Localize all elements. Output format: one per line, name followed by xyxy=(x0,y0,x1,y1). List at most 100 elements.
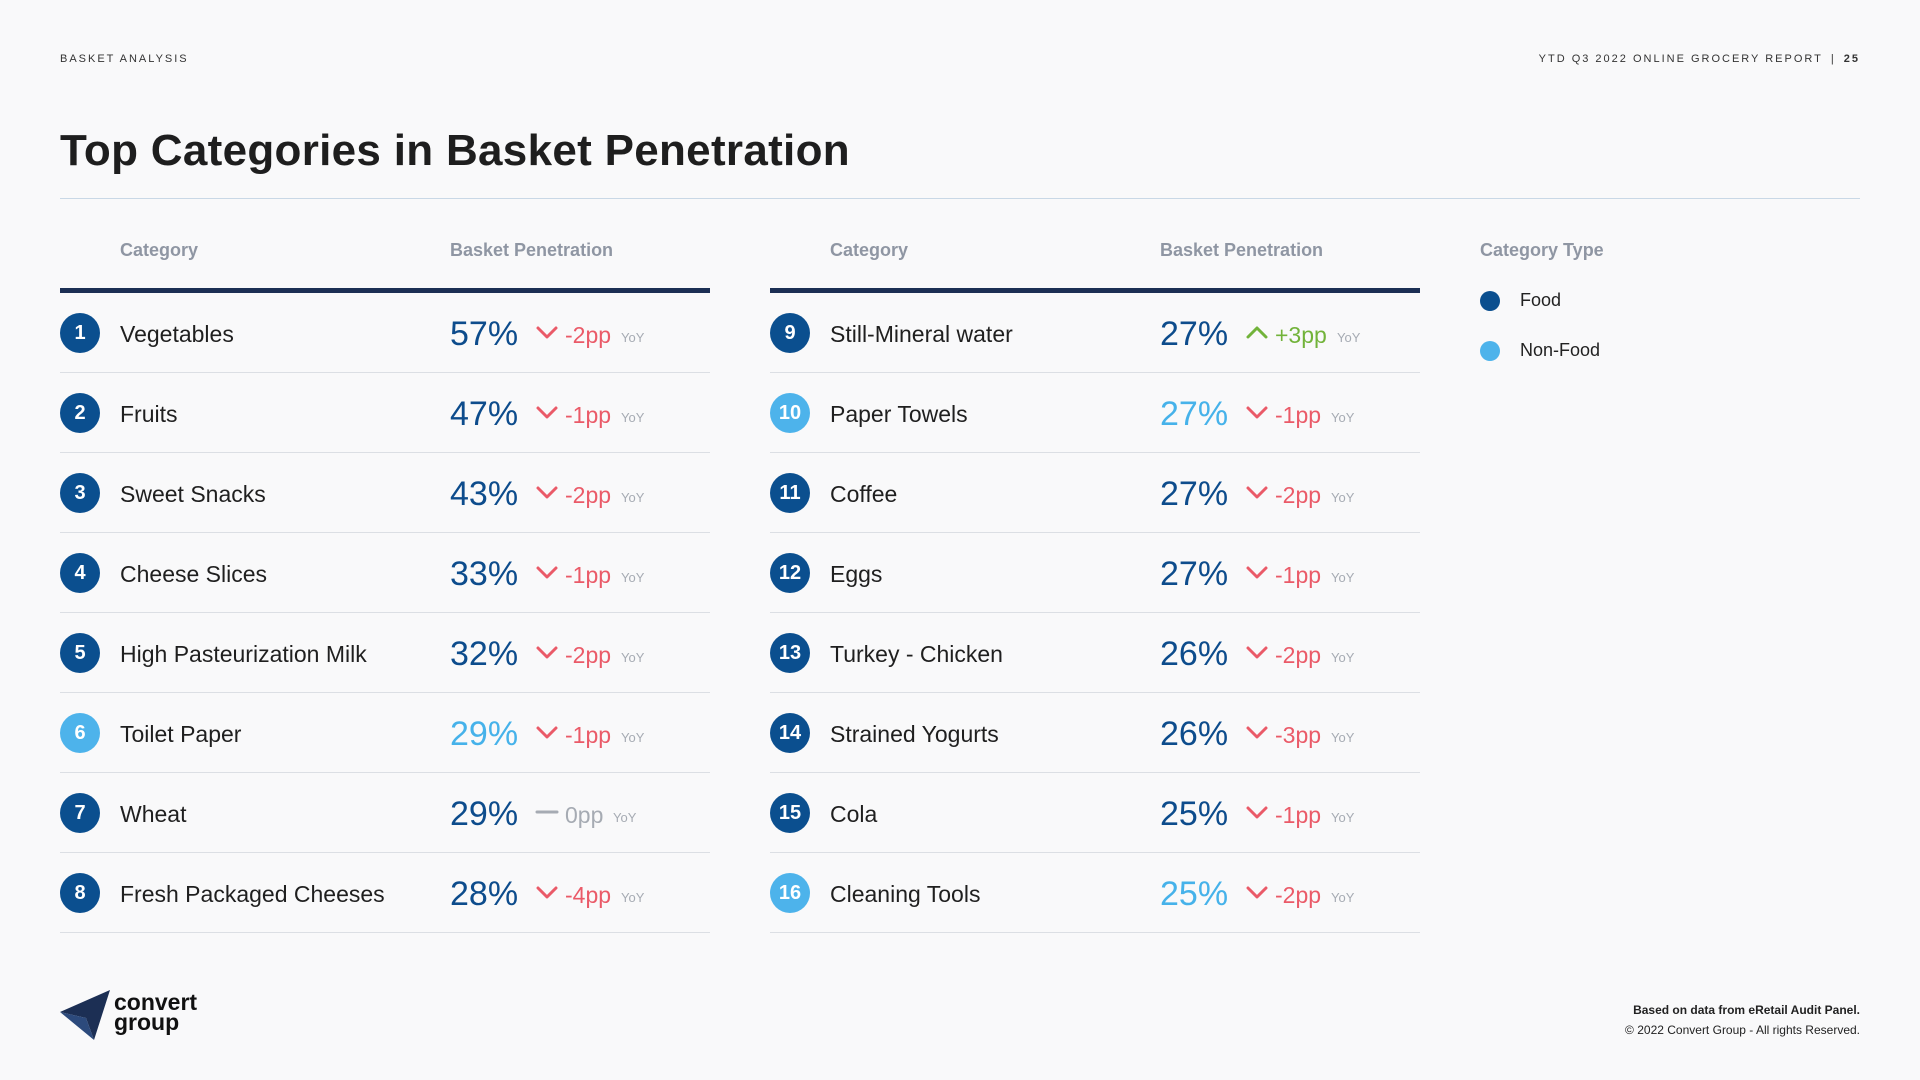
column-header-penetration: Basket Penetration xyxy=(450,240,614,260)
rank-badge: 11 xyxy=(770,473,810,513)
rank-badge: 7 xyxy=(60,793,100,833)
chevron-down-icon xyxy=(1246,806,1268,819)
category-name: Cheese Slices xyxy=(120,561,268,587)
legend-label-nonfood: Non-Food xyxy=(1520,340,1601,360)
rank-badge: 8 xyxy=(60,873,100,913)
yoy-change: -1pp xyxy=(1275,562,1322,588)
yoy-label: YoY xyxy=(1331,490,1355,505)
chevron-down-icon xyxy=(536,326,558,339)
table-row: 4 Cheese Slices 33% -1pp YoY xyxy=(60,533,710,613)
penetration-value: 47% xyxy=(450,395,519,433)
header-separator: | xyxy=(1830,53,1836,65)
chevron-down-icon xyxy=(1246,406,1268,419)
table-row: 9 Still-Mineral water 27% +3pp YoY xyxy=(770,293,1420,373)
table-row: 8 Fresh Packaged Cheeses 28% -4pp YoY xyxy=(60,853,710,933)
yoy-label: YoY xyxy=(1331,570,1355,585)
penetration-value: 29% xyxy=(450,795,519,833)
column-header-category: Category xyxy=(830,240,909,260)
column-header-category: Category xyxy=(120,240,199,260)
rank-badge: 14 xyxy=(770,713,810,753)
chevron-down-icon xyxy=(1246,726,1268,739)
rank-badge: 1 xyxy=(60,313,100,353)
flat-dash-icon xyxy=(535,810,559,814)
table-header: Category Basket Penetration xyxy=(60,240,710,293)
report-header: YTD Q3 2022 ONLINE GROCERY REPORT | 25 xyxy=(1539,53,1860,65)
yoy-label: YoY xyxy=(621,650,645,665)
yoy-label: YoY xyxy=(621,570,645,585)
legend-title: Category Type xyxy=(1480,240,1604,260)
category-name: Vegetables xyxy=(120,321,234,347)
yoy-label: YoY xyxy=(621,410,645,425)
category-name: Paper Towels xyxy=(830,401,968,427)
penetration-value: 57% xyxy=(450,315,519,353)
category-type-legend: Category Type Food Non-Food xyxy=(1480,240,1604,361)
rank-badge: 2 xyxy=(60,393,100,433)
section-label: BASKET ANALYSIS xyxy=(60,53,189,65)
chevron-down-icon xyxy=(536,726,558,739)
chevron-down-icon xyxy=(536,886,558,899)
yoy-change: -2pp xyxy=(1275,482,1322,508)
category-name: Toilet Paper xyxy=(120,721,242,747)
category-name: Turkey - Chicken xyxy=(830,641,1003,667)
table-row: 15 Cola 25% -1pp YoY xyxy=(770,773,1420,853)
table-row: 11 Coffee 27% -2pp YoY xyxy=(770,453,1420,533)
report-title: YTD Q3 2022 ONLINE GROCERY REPORT xyxy=(1538,53,1823,65)
yoy-change: -1pp xyxy=(565,402,612,428)
table-row: 5 High Pasteurization Milk 32% -2pp YoY xyxy=(60,613,710,693)
yoy-label: YoY xyxy=(621,330,645,345)
chevron-down-icon xyxy=(536,406,558,419)
chevron-up-icon xyxy=(1246,326,1268,339)
penetration-value: 43% xyxy=(450,475,519,513)
yoy-change: -4pp xyxy=(565,882,612,908)
chevron-down-icon xyxy=(1246,486,1268,499)
nonfood-dot-icon xyxy=(1480,341,1500,361)
penetration-value: 27% xyxy=(1160,395,1229,433)
table-row: 14 Strained Yogurts 26% -3pp YoY xyxy=(770,693,1420,773)
ranking-table-right: Category Basket Penetration 9 Still-Miner… xyxy=(770,240,1420,933)
penetration-value: 26% xyxy=(1160,635,1229,673)
category-name: Still-Mineral water xyxy=(830,321,1013,347)
rank-badge: 3 xyxy=(60,473,100,513)
source-note: Based on data from eRetail Audit Panel. xyxy=(1633,1003,1860,1017)
rank-badge: 13 xyxy=(770,633,810,673)
rank-badge: 12 xyxy=(770,553,810,593)
rank-badge: 5 xyxy=(60,633,100,673)
page-title: Top Categories in Basket Penetration xyxy=(60,126,850,175)
table-row: 6 Toilet Paper 29% -1pp YoY xyxy=(60,693,710,773)
yoy-label: YoY xyxy=(1331,810,1355,825)
penetration-value: 28% xyxy=(450,875,519,913)
yoy-label: YoY xyxy=(1331,410,1355,425)
rank-badge: 10 xyxy=(770,393,810,433)
food-dot-icon xyxy=(1480,291,1500,311)
table-row: 13 Turkey - Chicken 26% -2pp YoY xyxy=(770,613,1420,693)
table-row: 16 Cleaning Tools 25% -2pp YoY xyxy=(770,853,1420,933)
footer: Based on data from eRetail Audit Panel. … xyxy=(1625,1003,1860,1037)
ranking-table-left: Category Basket Penetration 1 Vegetables 5… xyxy=(60,240,710,933)
yoy-change: -1pp xyxy=(565,722,612,748)
yoy-change: -1pp xyxy=(1275,402,1322,428)
table-header: Category Basket Penetration xyxy=(770,240,1420,293)
column-header-penetration: Basket Penetration xyxy=(1160,240,1324,260)
yoy-label: YoY xyxy=(1331,890,1355,905)
table-row: 1 Vegetables 57% -2pp YoY xyxy=(60,293,710,373)
yoy-change: -1pp xyxy=(1275,802,1322,828)
yoy-label: YoY xyxy=(621,730,645,745)
penetration-value: 27% xyxy=(1160,555,1229,593)
penetration-value: 27% xyxy=(1160,475,1229,513)
category-name: High Pasteurization Milk xyxy=(120,641,367,667)
chevron-down-icon xyxy=(1246,886,1268,899)
logo-line-2: group xyxy=(114,1009,180,1035)
yoy-change: -2pp xyxy=(565,322,612,348)
category-name: Cleaning Tools xyxy=(830,881,981,907)
yoy-change: -2pp xyxy=(565,482,612,508)
chevron-down-icon xyxy=(536,566,558,579)
yoy-change: -1pp xyxy=(565,562,612,588)
table-row: 10 Paper Towels 27% -1pp YoY xyxy=(770,373,1420,453)
chevron-down-icon xyxy=(536,486,558,499)
category-name: Eggs xyxy=(830,561,883,587)
chevron-down-icon xyxy=(1246,646,1268,659)
yoy-label: YoY xyxy=(1337,330,1361,345)
logo-line-1: convert xyxy=(114,989,198,1015)
category-name: Fresh Packaged Cheeses xyxy=(120,881,385,907)
rank-badge: 15 xyxy=(770,793,810,833)
